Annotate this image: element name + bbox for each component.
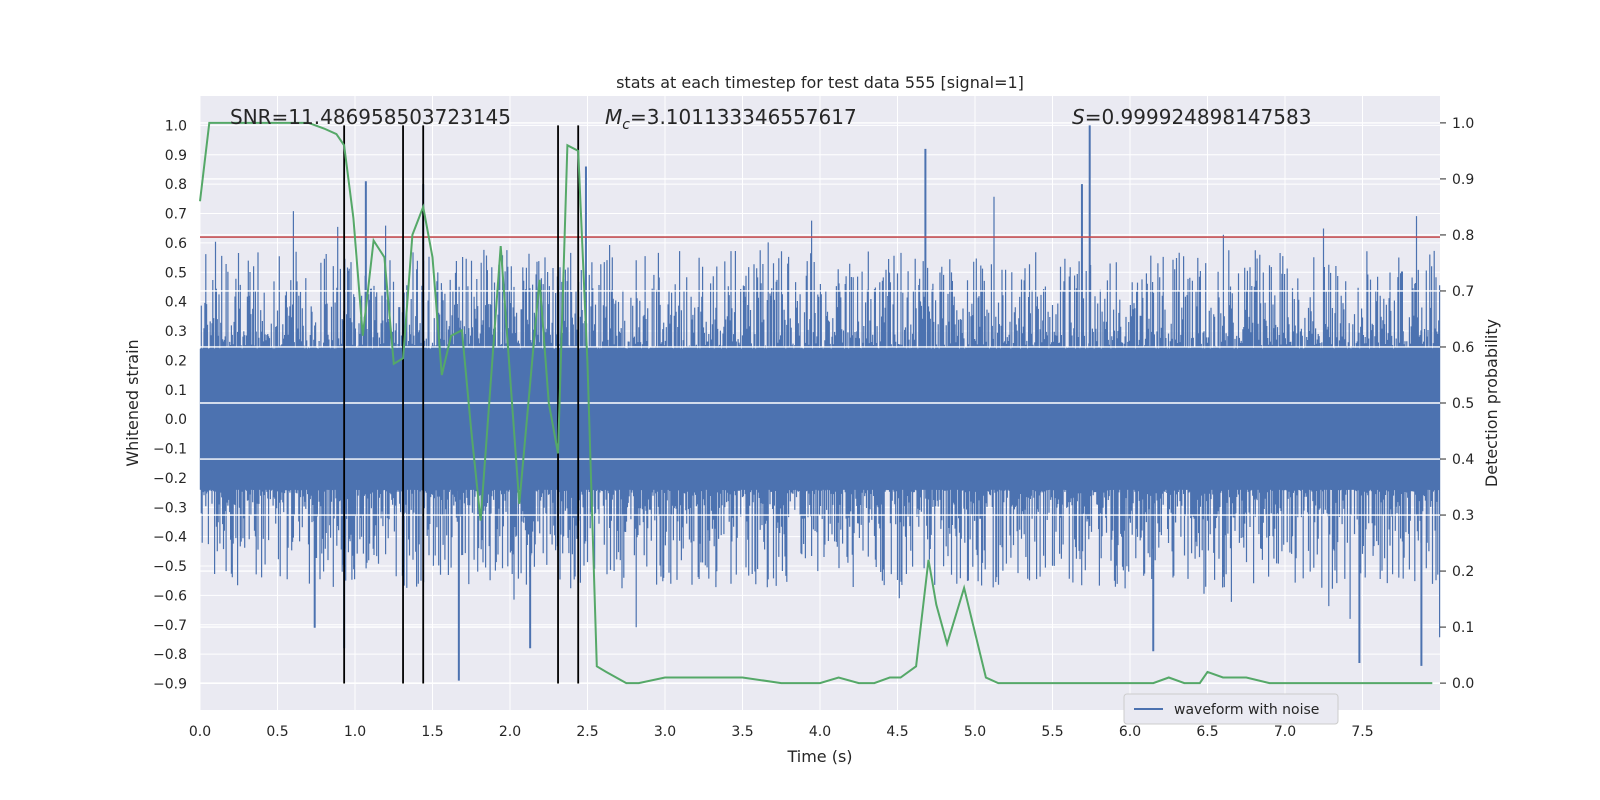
chirp-mass-annotation: Mc=3.101133346557617 — [605, 105, 857, 133]
x-tick-label: 4.5 — [886, 724, 908, 740]
y-tick-label: −0.2 — [153, 471, 187, 487]
waveform-with-noise-series — [199, 125, 1441, 681]
x-tick-label: 1.5 — [421, 724, 443, 740]
mc-symbol: M — [605, 105, 622, 129]
s-value: =0.999924898147583 — [1085, 105, 1312, 129]
marker-lines — [343, 125, 580, 684]
y-tick-label: −0.4 — [153, 530, 187, 546]
mc-subscript: c — [622, 117, 630, 133]
mc-value: =3.101133346557617 — [630, 105, 857, 129]
y-tick-label: 1.0 — [165, 118, 187, 134]
waveform-band — [200, 348, 1440, 490]
y2-tick-label: 0.0 — [1452, 676, 1474, 692]
snr-annotation: SNR=11.486958503723145 — [230, 105, 511, 129]
y2-axis-label: Detection probability — [1482, 319, 1501, 487]
y-tick-label: 0.0 — [165, 412, 187, 428]
y-tick-label: 0.1 — [165, 383, 187, 399]
x-tick-label: 1.0 — [344, 724, 366, 740]
legend-label: waveform with noise — [1174, 702, 1319, 718]
x-tick-label: 5.5 — [1041, 724, 1063, 740]
x-axis-label: Time (s) — [786, 747, 852, 766]
y2-tick-label: 0.2 — [1452, 564, 1474, 580]
y2-tick-label: 0.6 — [1452, 340, 1474, 356]
x-tick-label: 7.0 — [1274, 724, 1296, 740]
y2-tick-label: 0.9 — [1452, 172, 1474, 188]
y2-tick-label: 0.1 — [1452, 620, 1474, 636]
x-tick-label: 2.0 — [499, 724, 521, 740]
x-tick-label: 4.0 — [809, 724, 831, 740]
detection-probability-line — [199, 121, 1433, 685]
x-tick-label: 7.5 — [1351, 724, 1373, 740]
y-tick-label: 0.3 — [165, 324, 187, 340]
y-tick-label: −0.7 — [153, 618, 187, 634]
y-tick-label: 0.5 — [165, 265, 187, 281]
x-tick-label: 0.5 — [266, 724, 288, 740]
y-tick-label: 0.4 — [165, 295, 187, 311]
y-tick-label: −0.8 — [153, 647, 187, 663]
s-symbol: S — [1072, 105, 1085, 129]
y-tick-label: −0.9 — [153, 677, 187, 693]
y-tick-label: 0.2 — [165, 353, 187, 369]
y-tick-label: −0.1 — [153, 442, 187, 458]
y-axis-label: Whitened strain — [123, 339, 142, 466]
y-tick-label: 0.6 — [165, 236, 187, 252]
legend-box — [1123, 693, 1339, 725]
y-tick-label: 0.9 — [165, 148, 187, 164]
y-tick-label: −0.5 — [153, 559, 187, 575]
y2-tick-label: 0.3 — [1452, 508, 1474, 524]
x-tick-label: 6.5 — [1196, 724, 1218, 740]
x-tick-label: 5.0 — [964, 724, 986, 740]
detection-probability-series — [199, 121, 1433, 685]
x-tick-label: 3.5 — [731, 724, 753, 740]
y-tick-label: −0.6 — [153, 588, 187, 604]
x-axis-ticks: 0.0 0.5 1.0 1.5 2.0 2.5 3.0 3.5 4.0 4.5 5.0 5.5 6.0 6… — [189, 724, 1374, 740]
y2-tick-label: 0.8 — [1452, 228, 1474, 244]
x-tick-label: 3.0 — [654, 724, 676, 740]
y2-tick-label: 0.7 — [1452, 284, 1474, 300]
x-tick-label: 6.0 — [1119, 724, 1141, 740]
y-tick-label: −0.3 — [153, 500, 187, 516]
y2-tick-label: 0.5 — [1452, 396, 1474, 412]
y2-tick-label: 0.4 — [1452, 452, 1474, 468]
chart-title: stats at each timestep for test data 555… — [616, 73, 1024, 92]
score-annotation: S=0.999924898147583 — [1072, 105, 1311, 129]
y-tick-label: 0.8 — [165, 177, 187, 193]
y-axis-ticks: 1.0 0.9 0.8 0.7 0.6 0.5 0.4 0.3 0.2 0.1 0.0 −0.1 −0.… — [153, 118, 187, 692]
y2-tick-label: 1.0 — [1452, 116, 1474, 132]
legend: waveform with noise — [1123, 693, 1339, 725]
x-tick-label: 0.0 — [189, 724, 211, 740]
y2-axis-ticks: 1.0 0.9 0.8 0.7 0.6 0.5 0.4 0.3 0.2 0.1 0.0 — [1440, 116, 1474, 692]
x-tick-label: 2.5 — [576, 724, 598, 740]
y-tick-label: 0.7 — [165, 207, 187, 223]
